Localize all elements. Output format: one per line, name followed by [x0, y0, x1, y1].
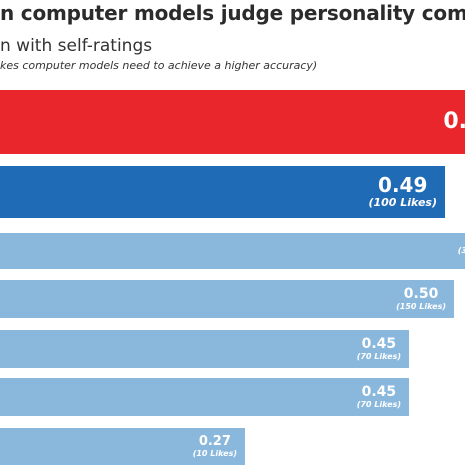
- bar-value-label: 0.45: [361, 383, 397, 400]
- bar-6: 0.45 (70 Likes): [0, 378, 409, 416]
- bar-likes-label: (3: [457, 246, 465, 256]
- bar-likes-label: (70 Likes): [356, 399, 401, 409]
- bar-likes-label: (150 Likes): [396, 301, 446, 311]
- chart-note: kes computer models need to achieve a hi…: [0, 59, 318, 72]
- bar-7: 0.27 (10 Likes): [0, 428, 245, 465]
- bar-label: 0.: [443, 90, 465, 154]
- bar-label: 0.50 (150 Likes): [396, 280, 446, 318]
- bar-label: 0.27 (10 Likes): [193, 428, 237, 465]
- bar-likes-label: (10 Likes): [192, 448, 237, 458]
- bar-likes-label: (70 Likes): [356, 351, 401, 361]
- bar-value-label: 0.45: [361, 335, 397, 352]
- bar-4: 0.50 (150 Likes): [0, 280, 454, 318]
- chart-subtitle: n with self-ratings: [0, 36, 153, 56]
- bar-value-label: 0.50: [403, 285, 439, 302]
- bar-label: 0.49 (100 Likes): [368, 166, 437, 218]
- bar-likes-label: (100 Likes): [368, 196, 437, 210]
- bar-value-label: 0.49: [378, 173, 428, 198]
- bar-2: 0.49 (100 Likes): [0, 166, 445, 218]
- bar-value-label: 0.27: [198, 433, 231, 449]
- chart-title: n computer models judge personality comp…: [0, 1, 465, 25]
- bar-label: (3: [458, 233, 465, 269]
- bar-3: (3: [0, 233, 465, 269]
- bar-5: 0.45 (70 Likes): [0, 330, 409, 368]
- bar-1: 0.: [0, 90, 465, 154]
- bar-value-label: 0.: [443, 108, 465, 134]
- bar-label: 0.45 (70 Likes): [357, 378, 401, 416]
- bar-label: 0.45 (70 Likes): [357, 330, 401, 368]
